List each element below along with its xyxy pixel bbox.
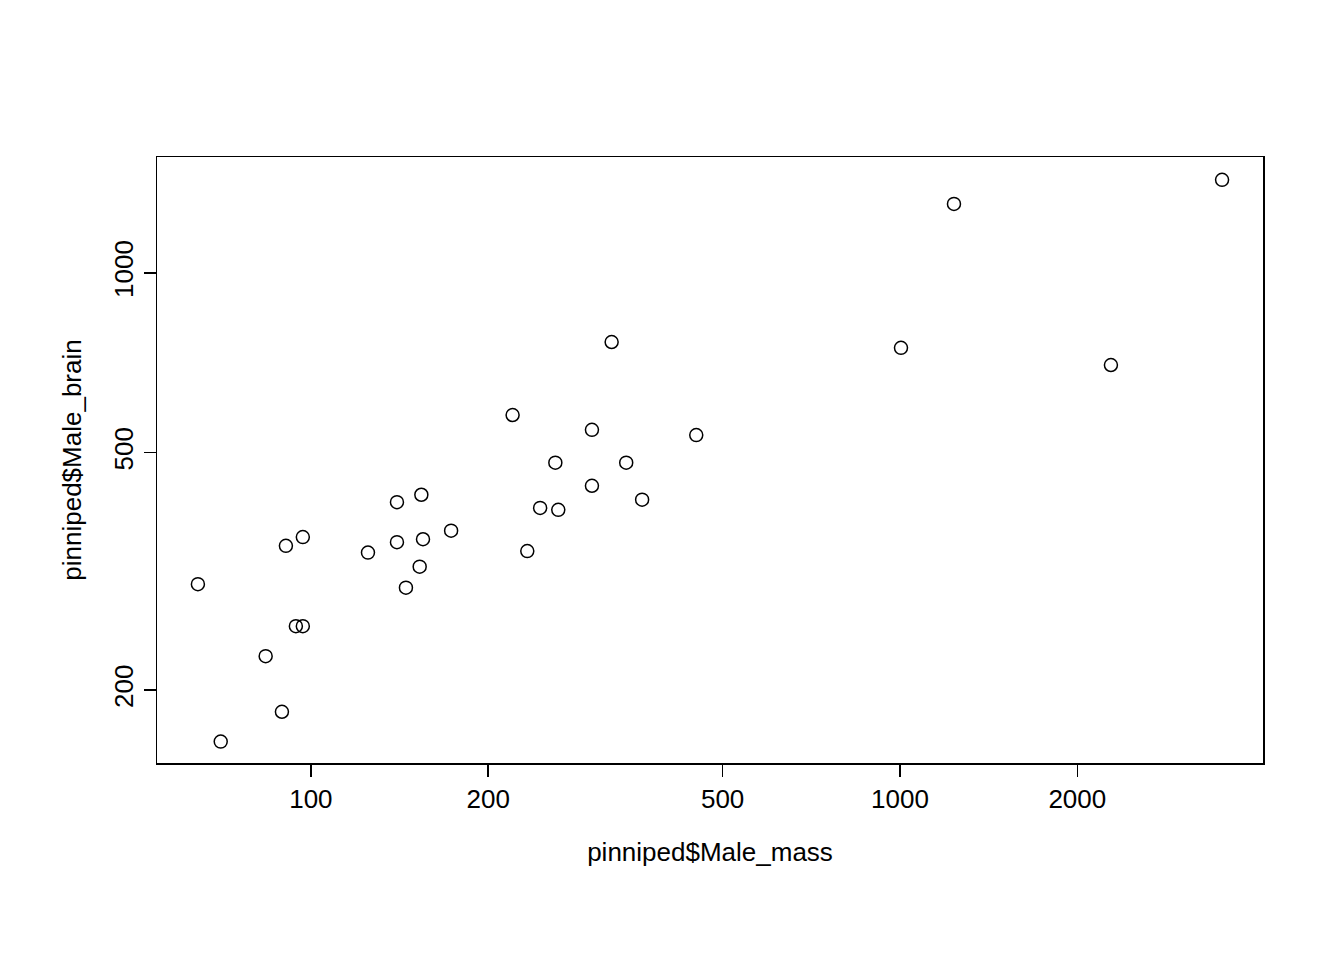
svg-text:100: 100 bbox=[289, 784, 332, 814]
svg-text:200: 200 bbox=[467, 784, 510, 814]
svg-text:pinniped$Male_brain: pinniped$Male_brain bbox=[57, 339, 87, 580]
svg-text:2000: 2000 bbox=[1048, 784, 1106, 814]
svg-text:500: 500 bbox=[109, 427, 139, 470]
svg-text:200: 200 bbox=[109, 665, 139, 708]
svg-text:500: 500 bbox=[701, 784, 744, 814]
svg-text:1000: 1000 bbox=[109, 240, 139, 298]
svg-text:pinniped$Male_mass: pinniped$Male_mass bbox=[587, 837, 833, 867]
svg-text:1000: 1000 bbox=[871, 784, 929, 814]
